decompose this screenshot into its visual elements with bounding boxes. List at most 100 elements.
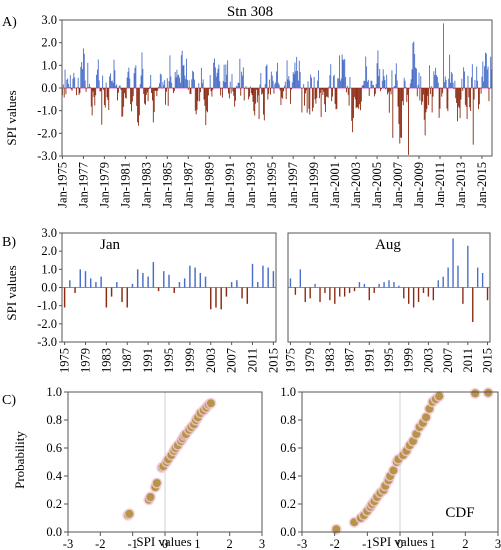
panel-a-bar: [463, 67, 465, 88]
panel-a-bar: [381, 80, 383, 88]
panel-b-aug: Aug 1975 1979 1983 1987 1991 1995 1999 2003 2007…: [283, 232, 495, 373]
panel-c-label: C): [2, 393, 16, 408]
panel-a-bar: [403, 77, 405, 88]
panel-a-bar: [424, 88, 426, 136]
panel-a-bar: [448, 78, 450, 88]
panel-a-bar: [202, 79, 204, 88]
panel-c2-ytick-label: 0.6: [280, 441, 296, 455]
panel-a-bar: [192, 70, 194, 88]
panel-a-bar: [143, 88, 145, 95]
panel-a-ytick-label: 0.0: [41, 81, 57, 95]
panel-a-bar: [458, 88, 460, 108]
panel-a-bar: [137, 88, 139, 123]
panel-b2-bar: [403, 287, 405, 299]
panel-a-bar: [452, 82, 454, 88]
panel-a-bar: [465, 88, 467, 107]
panel-b1-bar: [136, 269, 139, 288]
panel-a-bar: [119, 85, 121, 88]
panel-c1-point: [152, 479, 161, 487]
panel-a-bar: [310, 74, 312, 88]
panel-a-bar: [212, 88, 214, 90]
panel-a-bar: [172, 88, 174, 89]
panel-a-bar: [298, 60, 300, 88]
panel-b2-bar: [412, 287, 415, 308]
panel-a-bar: [94, 88, 96, 106]
panel-a-bar: [195, 88, 197, 115]
panel-a-bar: [206, 88, 208, 111]
panel-a-bar: [429, 88, 431, 95]
panel-a-bar: [123, 88, 125, 107]
panel-a-bar: [250, 88, 252, 93]
panel-a-bar: [256, 88, 257, 90]
panel-c-right-annotation: CDF: [445, 505, 474, 521]
panel-a-bar: [124, 88, 126, 98]
panel-a-xtick-label: Jan-2011: [433, 162, 447, 207]
panel-a-bar: [362, 85, 364, 88]
panel-a-bar: [336, 88, 338, 109]
panel-a-bar: [434, 75, 436, 88]
panel-a-bar: [411, 69, 413, 88]
panel-b1-ytick-label: 3.0: [41, 226, 57, 240]
panel-a-bar: [309, 88, 311, 115]
panel-a-xtick-label: Jan-1975: [55, 162, 69, 208]
panel-b2-bar: [383, 282, 385, 288]
panel-a-bar: [172, 88, 174, 93]
panel-b1-bar: [69, 280, 71, 288]
panel-a-bar: [160, 74, 162, 88]
panel-a-bar: [382, 69, 384, 88]
panel-a-bar: [397, 88, 399, 107]
panel-a-ytick-label: 2.0: [41, 36, 57, 50]
panel-a-bar: [346, 88, 347, 93]
panel-a-bar: [421, 88, 423, 105]
panel-a-bar: [392, 88, 394, 138]
panel-a-bar: [446, 88, 448, 109]
panel-a-bar: [454, 80, 456, 88]
panel-a-bar: [255, 88, 257, 104]
panel-a-bar: [263, 88, 265, 121]
panel-a-bar: [399, 88, 401, 144]
panel-a: A) Stn 308 SPI values 3.0 2.0 1.0 0.0 -1.0 -2…: [2, 4, 493, 208]
panel-b2-bar: [368, 287, 370, 301]
panel-a-bar: [68, 83, 70, 88]
panel-a-bar: [393, 87, 395, 88]
panel-a-bar: [432, 88, 434, 97]
panel-a-bar: [359, 88, 361, 105]
panel-c1-xtick-label: -2: [95, 537, 105, 550]
panel-a-bar: [460, 88, 462, 100]
panel-a-bar: [232, 88, 234, 92]
panel-a-bar: [145, 88, 146, 105]
panel-a-bar: [360, 88, 362, 102]
panel-c2-xtick-label: -3: [297, 537, 307, 550]
panel-a-bar: [235, 88, 236, 101]
panel-b1-bar: [251, 263, 254, 288]
panel-a-bar: [327, 88, 329, 98]
panel-a-bar: [380, 88, 382, 92]
panel-a-xtick-label: Jan-1989: [202, 162, 216, 208]
panel-b2-bar: [309, 287, 311, 299]
panel-b-aug-frame: [287, 232, 491, 343]
panel-a-bar: [104, 88, 106, 108]
panel-a-bar: [254, 88, 256, 116]
panel-a-bar: [70, 88, 72, 90]
panel-a-bar: [235, 85, 237, 88]
panel-a-bar: [422, 88, 424, 95]
panel-b2-bar: [432, 287, 435, 301]
panel-a-bar: [407, 88, 409, 96]
panel-a-bar: [363, 80, 365, 88]
panel-a-bar: [75, 88, 77, 96]
panel-a-bar: [121, 88, 123, 118]
panel-a-bar: [238, 83, 240, 88]
panel-a-bar: [353, 88, 354, 118]
panel-a-bar: [476, 66, 478, 88]
panel-a-bar: [227, 60, 229, 88]
panel-a-bar: [370, 80, 372, 88]
panel-c1-point: [146, 493, 155, 501]
panel-a-bar: [323, 88, 325, 92]
panel-a-bar: [303, 84, 305, 88]
panel-a-bar: [216, 72, 218, 88]
panel-a-bar: [296, 56, 298, 88]
panel-a-bar: [301, 88, 303, 113]
panel-a-bar: [444, 76, 446, 88]
panel-b2-bar: [481, 272, 484, 288]
panel-a-bar: [185, 79, 187, 88]
